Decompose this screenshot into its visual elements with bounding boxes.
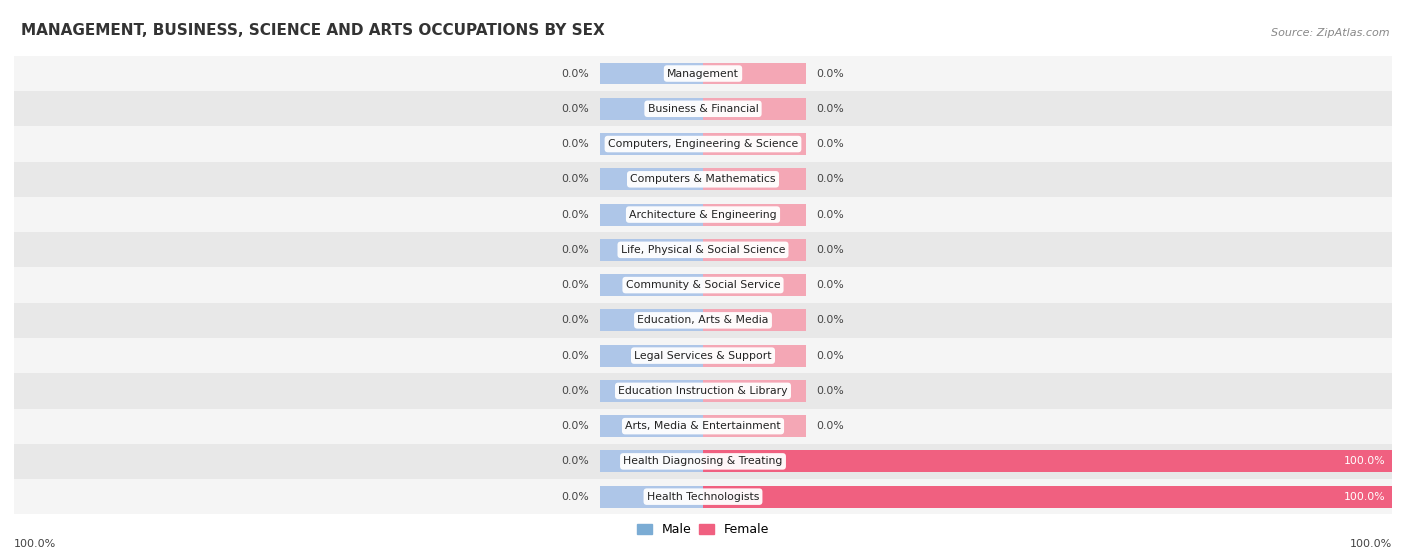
Text: 0.0%: 0.0% bbox=[561, 280, 589, 290]
Text: Arts, Media & Entertainment: Arts, Media & Entertainment bbox=[626, 421, 780, 431]
Bar bbox=[703, 63, 807, 84]
Text: 0.0%: 0.0% bbox=[817, 210, 845, 220]
Text: Community & Social Service: Community & Social Service bbox=[626, 280, 780, 290]
Text: 0.0%: 0.0% bbox=[561, 104, 589, 114]
Text: 0.0%: 0.0% bbox=[561, 315, 589, 325]
Text: 0.0%: 0.0% bbox=[561, 456, 589, 466]
Text: 0.0%: 0.0% bbox=[561, 210, 589, 220]
Text: 0.0%: 0.0% bbox=[817, 350, 845, 361]
Bar bbox=[599, 380, 703, 402]
Legend: Male, Female: Male, Female bbox=[633, 520, 773, 540]
Text: 100.0%: 100.0% bbox=[1343, 456, 1385, 466]
Bar bbox=[703, 451, 1392, 472]
Text: 100.0%: 100.0% bbox=[1350, 539, 1392, 549]
Bar bbox=[703, 415, 807, 437]
Text: Education, Arts & Media: Education, Arts & Media bbox=[637, 315, 769, 325]
Text: 0.0%: 0.0% bbox=[561, 386, 589, 396]
Bar bbox=[599, 451, 703, 472]
Bar bbox=[599, 239, 703, 260]
Text: Business & Financial: Business & Financial bbox=[648, 104, 758, 114]
Bar bbox=[599, 345, 703, 367]
Bar bbox=[599, 98, 703, 120]
Bar bbox=[599, 168, 703, 190]
Bar bbox=[703, 203, 807, 225]
Text: 0.0%: 0.0% bbox=[817, 386, 845, 396]
Text: 100.0%: 100.0% bbox=[1343, 492, 1385, 501]
Text: Education Instruction & Library: Education Instruction & Library bbox=[619, 386, 787, 396]
Bar bbox=[14, 91, 1392, 126]
Text: 0.0%: 0.0% bbox=[817, 315, 845, 325]
Text: Life, Physical & Social Science: Life, Physical & Social Science bbox=[621, 245, 785, 255]
Text: 0.0%: 0.0% bbox=[817, 104, 845, 114]
Text: 0.0%: 0.0% bbox=[561, 69, 589, 78]
Text: 0.0%: 0.0% bbox=[561, 421, 589, 431]
Bar bbox=[14, 56, 1392, 91]
Text: 0.0%: 0.0% bbox=[817, 421, 845, 431]
Bar bbox=[599, 310, 703, 331]
Text: MANAGEMENT, BUSINESS, SCIENCE AND ARTS OCCUPATIONS BY SEX: MANAGEMENT, BUSINESS, SCIENCE AND ARTS O… bbox=[21, 22, 605, 37]
Bar bbox=[14, 409, 1392, 444]
Text: 100.0%: 100.0% bbox=[14, 539, 56, 549]
Bar bbox=[703, 98, 807, 120]
Bar bbox=[703, 380, 807, 402]
Text: Architecture & Engineering: Architecture & Engineering bbox=[630, 210, 776, 220]
Bar bbox=[14, 197, 1392, 232]
Bar bbox=[14, 373, 1392, 409]
Bar bbox=[14, 338, 1392, 373]
Bar bbox=[14, 267, 1392, 303]
Bar bbox=[599, 133, 703, 155]
Text: 0.0%: 0.0% bbox=[817, 69, 845, 78]
Bar bbox=[14, 444, 1392, 479]
Bar bbox=[703, 310, 807, 331]
Text: Health Technologists: Health Technologists bbox=[647, 492, 759, 501]
Bar bbox=[703, 274, 807, 296]
Bar bbox=[14, 126, 1392, 162]
Text: 0.0%: 0.0% bbox=[561, 492, 589, 501]
Text: 0.0%: 0.0% bbox=[561, 174, 589, 184]
Bar bbox=[14, 303, 1392, 338]
Bar bbox=[703, 133, 807, 155]
Text: Health Diagnosing & Treating: Health Diagnosing & Treating bbox=[623, 456, 783, 466]
Text: Source: ZipAtlas.com: Source: ZipAtlas.com bbox=[1271, 27, 1389, 37]
Bar bbox=[703, 168, 807, 190]
Bar bbox=[599, 63, 703, 84]
Bar bbox=[599, 274, 703, 296]
Text: 0.0%: 0.0% bbox=[817, 245, 845, 255]
Bar bbox=[599, 203, 703, 225]
Text: 0.0%: 0.0% bbox=[817, 280, 845, 290]
Bar bbox=[599, 415, 703, 437]
Bar bbox=[14, 232, 1392, 267]
Text: Computers & Mathematics: Computers & Mathematics bbox=[630, 174, 776, 184]
Bar bbox=[703, 345, 807, 367]
Text: Computers, Engineering & Science: Computers, Engineering & Science bbox=[607, 139, 799, 149]
Text: 0.0%: 0.0% bbox=[817, 139, 845, 149]
Text: 0.0%: 0.0% bbox=[817, 174, 845, 184]
Text: 0.0%: 0.0% bbox=[561, 245, 589, 255]
Bar bbox=[14, 162, 1392, 197]
Bar bbox=[703, 239, 807, 260]
Text: Legal Services & Support: Legal Services & Support bbox=[634, 350, 772, 361]
Text: 0.0%: 0.0% bbox=[561, 350, 589, 361]
Bar bbox=[703, 486, 1392, 508]
Bar bbox=[599, 486, 703, 508]
Text: Management: Management bbox=[666, 69, 740, 78]
Bar bbox=[14, 479, 1392, 514]
Text: 0.0%: 0.0% bbox=[561, 139, 589, 149]
